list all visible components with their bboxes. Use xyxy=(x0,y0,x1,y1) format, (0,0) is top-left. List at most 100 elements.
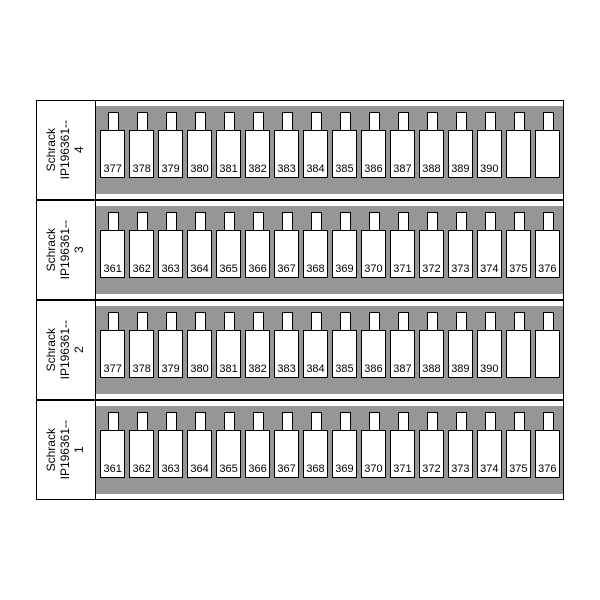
marker-tag: 363 xyxy=(158,230,183,278)
marker-tag-stem xyxy=(369,312,380,330)
marker-tag-stem xyxy=(166,312,177,330)
marker-tag-number: 383 xyxy=(277,363,295,377)
marker-tag: 385 xyxy=(332,330,357,378)
marker-tag: 374 xyxy=(477,230,502,278)
marker-tag: 370 xyxy=(361,430,386,478)
marker-tag-number: 367 xyxy=(277,463,295,477)
marker-tag-number: 384 xyxy=(306,363,324,377)
marker-tag: 384 xyxy=(303,330,328,378)
marker-tag-stem xyxy=(282,412,293,430)
marker-tag-number: 388 xyxy=(422,163,440,177)
tags-container: 3613623633643653663673683693703713723733… xyxy=(96,200,564,300)
marker-tag-number: 380 xyxy=(190,163,208,177)
marker-tag-number: 377 xyxy=(104,163,122,177)
marker-tag-number: 368 xyxy=(306,463,324,477)
marker-tag-stem xyxy=(514,312,525,330)
marker-strip: 3773783793803813823833843853863873883893… xyxy=(96,100,564,200)
marker-tag-number: 385 xyxy=(335,163,353,177)
marker-tag-stem xyxy=(543,212,554,230)
marker-tag: 389 xyxy=(448,130,473,178)
marker-tag-stem xyxy=(456,112,467,130)
marker-tag-number: 389 xyxy=(451,163,469,177)
marker-tag-number: 390 xyxy=(480,363,498,377)
marker-row: Schrack IP196361-- 336136236336436536636… xyxy=(36,200,564,300)
marker-tag: 363 xyxy=(158,430,183,478)
marker-tag-number: 364 xyxy=(190,263,208,277)
marker-tag-stem xyxy=(166,212,177,230)
marker-tag xyxy=(535,130,560,178)
marker-tag-stem xyxy=(369,412,380,430)
tags-container: 3773783793803813823833843853863873883893… xyxy=(96,300,564,400)
marker-tag: 390 xyxy=(477,330,502,378)
marker-tag-number: 372 xyxy=(422,263,440,277)
marker-sheet: Schrack IP196361-- 437737837938038138238… xyxy=(36,100,564,500)
marker-tag: 390 xyxy=(477,130,502,178)
marker-tag-stem xyxy=(340,312,351,330)
marker-row: Schrack IP196361-- 437737837938038138238… xyxy=(36,100,564,200)
marker-tag-stem xyxy=(485,212,496,230)
marker-tag-number: 388 xyxy=(422,363,440,377)
marker-tag-number: 372 xyxy=(422,463,440,477)
marker-tag: 377 xyxy=(100,330,125,378)
marker-tag: 387 xyxy=(390,130,415,178)
marker-tag-stem xyxy=(166,412,177,430)
marker-tag-number: 383 xyxy=(277,163,295,177)
marker-tag-stem xyxy=(253,212,264,230)
marker-tag-stem xyxy=(166,112,177,130)
marker-tag: 377 xyxy=(100,130,125,178)
marker-tag: 362 xyxy=(129,430,154,478)
marker-tag-number: 361 xyxy=(104,463,122,477)
marker-tag: 373 xyxy=(448,230,473,278)
marker-tag: 372 xyxy=(419,230,444,278)
marker-tag-stem xyxy=(311,212,322,230)
marker-tag-stem xyxy=(398,112,409,130)
marker-tag: 367 xyxy=(274,230,299,278)
marker-tag: 364 xyxy=(187,230,212,278)
marker-tag-stem xyxy=(137,412,148,430)
marker-tag-stem xyxy=(456,312,467,330)
marker-tag-number: 363 xyxy=(161,263,179,277)
marker-tag-stem xyxy=(340,212,351,230)
marker-tag-stem xyxy=(369,212,380,230)
marker-tag-stem xyxy=(108,112,119,130)
marker-tag-number: 386 xyxy=(364,363,382,377)
marker-tag: 383 xyxy=(274,330,299,378)
marker-tag-stem xyxy=(311,312,322,330)
marker-tag-stem xyxy=(195,212,206,230)
marker-tag: 374 xyxy=(477,430,502,478)
marker-tag-number: 369 xyxy=(335,263,353,277)
marker-tag: 388 xyxy=(419,130,444,178)
marker-tag: 386 xyxy=(361,330,386,378)
marker-tag-stem xyxy=(543,312,554,330)
marker-tag xyxy=(506,130,531,178)
marker-tag-stem xyxy=(456,412,467,430)
marker-tag-number: 366 xyxy=(248,263,266,277)
marker-tag-stem xyxy=(137,212,148,230)
marker-tag-stem xyxy=(195,112,206,130)
marker-tag-number: 380 xyxy=(190,363,208,377)
row-side-label-text: Schrack IP196361-- 4 xyxy=(45,120,86,179)
marker-row: Schrack IP196361-- 237737837938038138238… xyxy=(36,300,564,400)
marker-tag: 380 xyxy=(187,330,212,378)
marker-tag-stem xyxy=(514,212,525,230)
row-side-label-text: Schrack IP196361-- 2 xyxy=(45,320,86,379)
marker-tag: 378 xyxy=(129,130,154,178)
marker-tag-stem xyxy=(398,312,409,330)
marker-tag-number: 378 xyxy=(132,163,150,177)
marker-tag-number: 384 xyxy=(306,163,324,177)
marker-tag-stem xyxy=(369,112,380,130)
marker-tag: 379 xyxy=(158,130,183,178)
marker-tag-number: 377 xyxy=(104,363,122,377)
marker-tag-number: 381 xyxy=(219,363,237,377)
marker-tag-stem xyxy=(108,212,119,230)
marker-tag: 365 xyxy=(216,430,241,478)
marker-tag-stem xyxy=(108,412,119,430)
marker-tag-stem xyxy=(282,212,293,230)
marker-tag-number: 379 xyxy=(161,363,179,377)
marker-tag xyxy=(506,330,531,378)
marker-tag: 384 xyxy=(303,130,328,178)
marker-tag-number: 385 xyxy=(335,363,353,377)
marker-tag xyxy=(535,330,560,378)
marker-tag: 369 xyxy=(332,230,357,278)
marker-strip: 3773783793803813823833843853863873883893… xyxy=(96,300,564,400)
